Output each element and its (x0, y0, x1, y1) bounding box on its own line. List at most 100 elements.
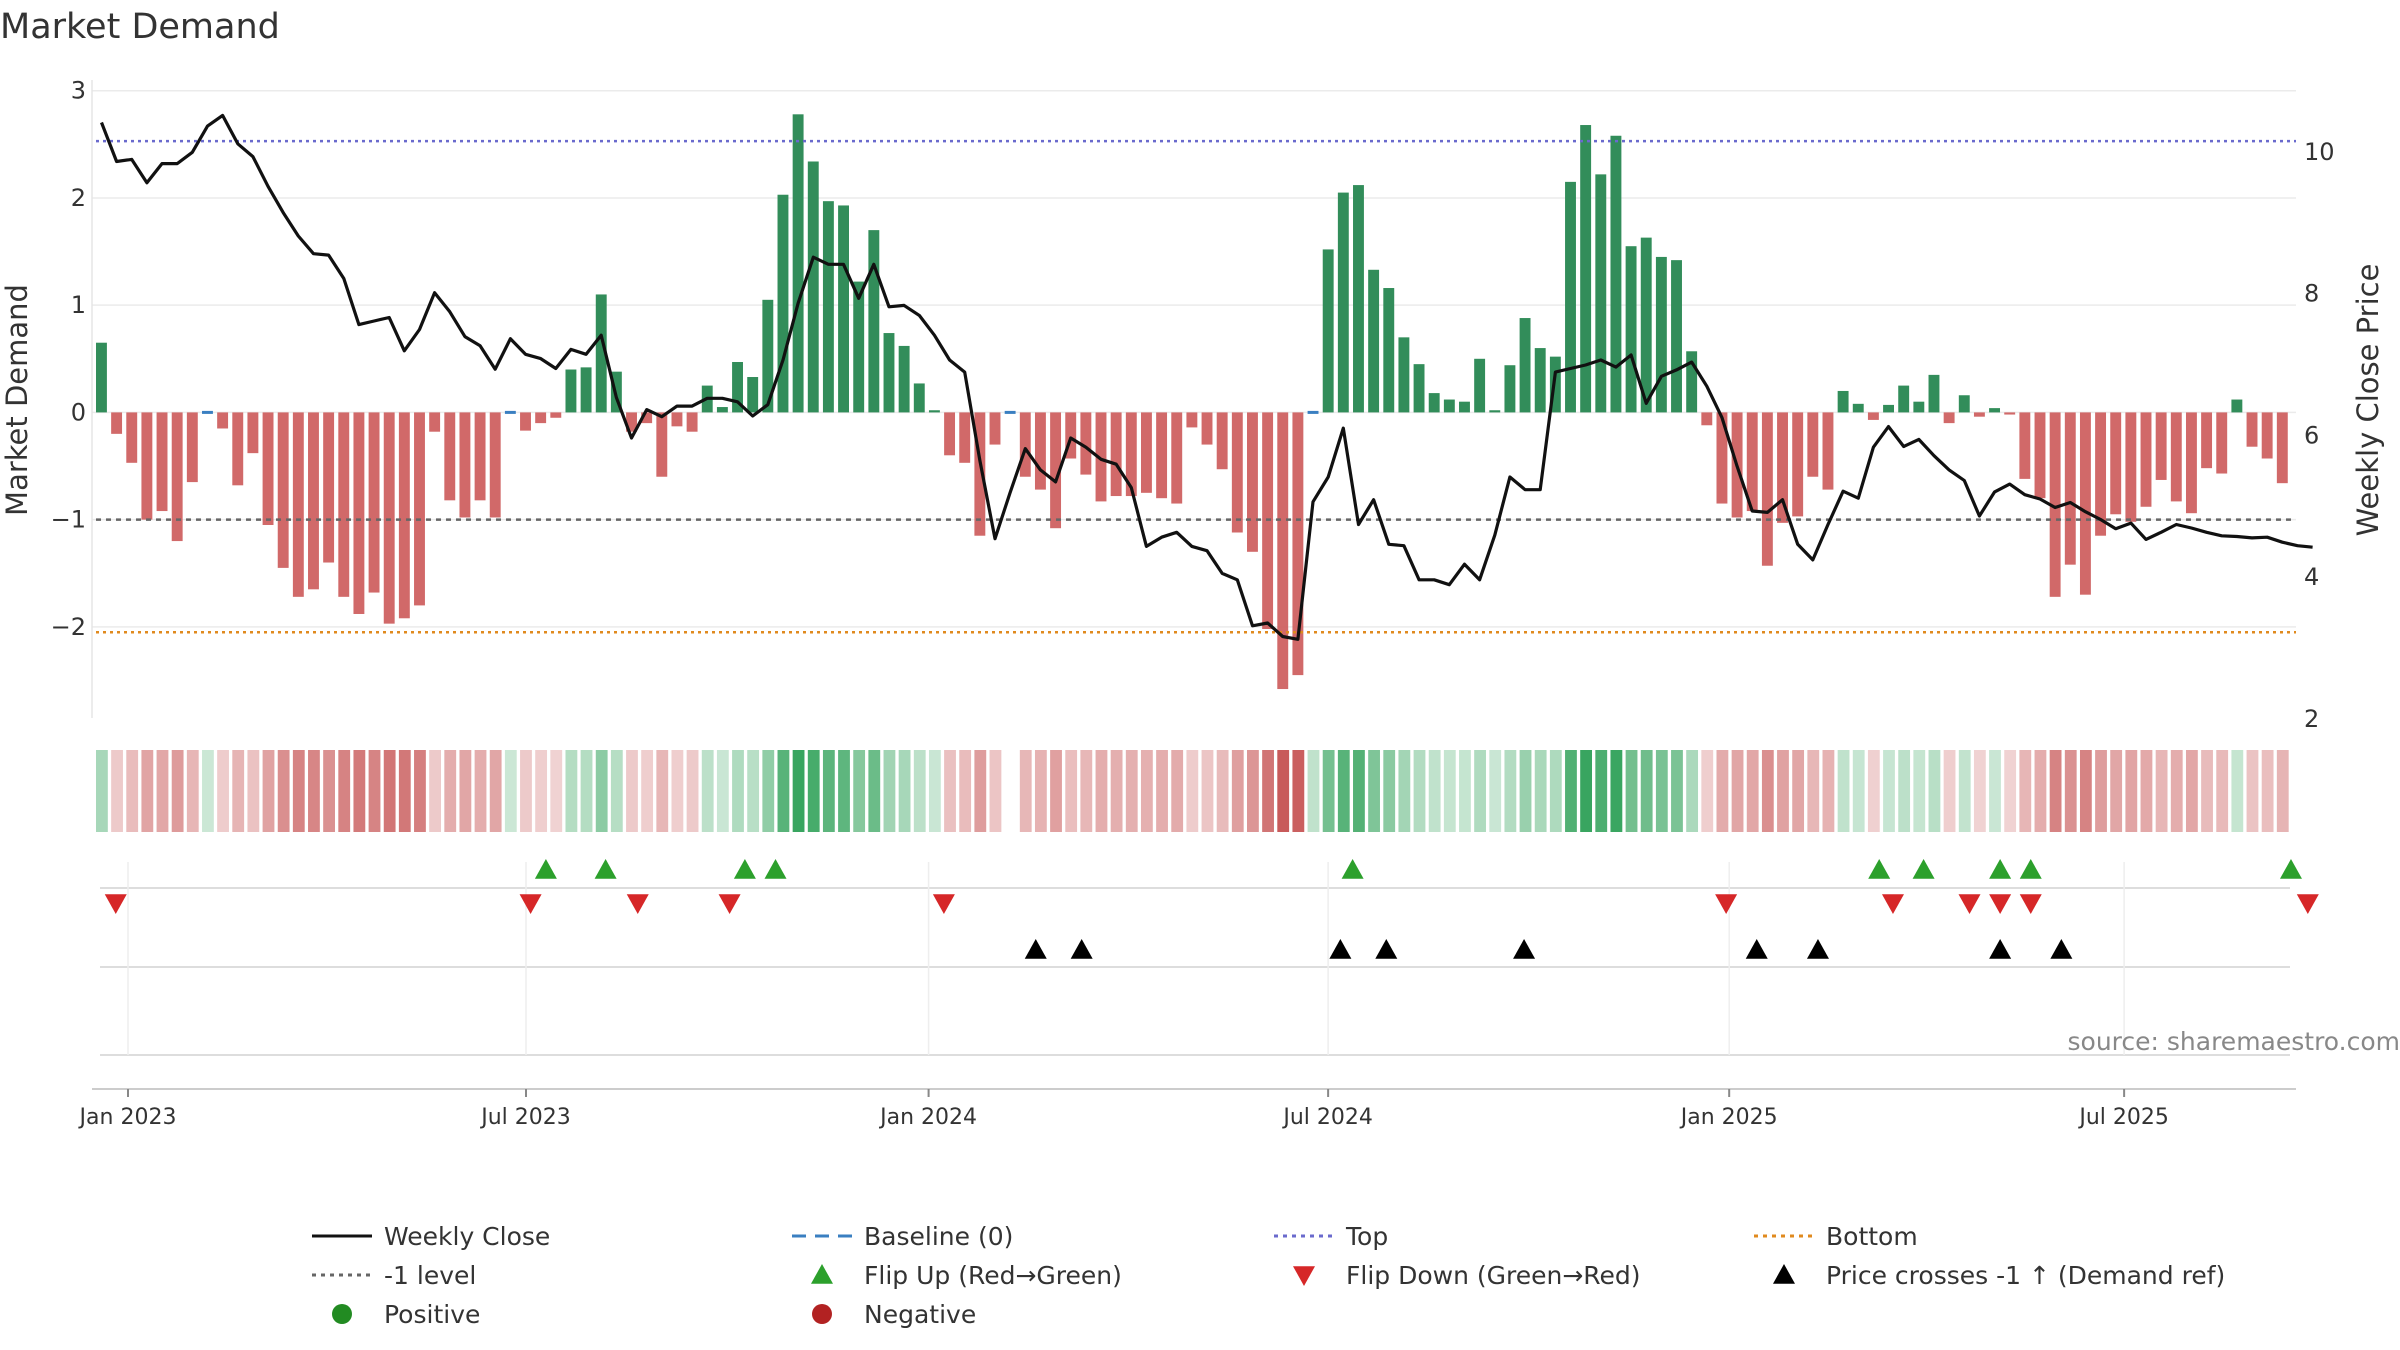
demand-bar (1655, 256, 1667, 413)
demand-bar (1353, 185, 1364, 413)
strip-cell (474, 750, 487, 832)
strip-cell (944, 750, 956, 832)
strip-cell (1580, 750, 1593, 832)
legend-label: Bottom (1826, 1222, 1918, 1251)
flip-down-marker (104, 894, 127, 914)
demand-bar (1504, 365, 1516, 413)
strip-cell (2110, 750, 2123, 832)
demand-bar (1201, 412, 1213, 445)
strip-cell (1277, 750, 1290, 832)
strip-cell (1095, 750, 1108, 832)
strip-cell (626, 750, 638, 832)
demand-bar (1534, 348, 1546, 413)
demand-bar (1110, 412, 1122, 497)
demand-bar (626, 412, 637, 432)
strip-cell (1140, 750, 1153, 832)
flip-down-marker (1881, 894, 1904, 914)
strip-cell (777, 750, 790, 832)
demand-bar (1459, 401, 1470, 413)
demand-bar (1913, 401, 1925, 413)
demand-bar (1640, 237, 1652, 413)
strip-cell (323, 750, 335, 832)
demand-bar (1398, 337, 1410, 413)
y-tick-label-left: 0 (71, 398, 86, 426)
strip-cell (1534, 750, 1547, 832)
demand-bar (1443, 399, 1455, 413)
demand-bar (1761, 412, 1773, 566)
strip-cell (1247, 750, 1259, 832)
demand-bar (1852, 403, 1864, 413)
flip-up-marker (764, 859, 787, 879)
flip-up-marker (2279, 859, 2302, 879)
demand-bar (1080, 412, 1092, 475)
event-markers (100, 859, 2319, 1056)
strip-cell (1080, 750, 1093, 832)
demand-bar (1519, 318, 1531, 413)
demand-bar (1292, 412, 1304, 676)
legend-label: Price crosses -1 ↑ (Demand ref) (1826, 1261, 2225, 1290)
x-tick-label: Jul 2025 (2077, 1105, 2169, 1130)
demand-bar (126, 412, 138, 463)
strip-cell (641, 750, 654, 832)
strip-cell (671, 750, 684, 832)
demand-bar (1095, 412, 1107, 502)
strip-cell (429, 750, 441, 832)
strip-cell (156, 750, 169, 832)
demand-bar (838, 205, 850, 413)
flip-down-marker (1715, 894, 1738, 914)
flip-down-marker (519, 894, 542, 914)
price-cross-marker (2050, 939, 2073, 959)
legend-label: -1 level (384, 1261, 476, 1290)
strip-cell (1383, 750, 1396, 832)
flip-up-marker (534, 859, 557, 879)
strip-cell (535, 750, 548, 832)
demand-bar (520, 412, 531, 431)
demand-bar (1156, 412, 1168, 499)
strip-cell (883, 750, 896, 832)
demand-bar (1413, 364, 1425, 413)
demand-bar (535, 412, 547, 424)
strip-cell (2140, 750, 2153, 832)
demand-bar (1746, 412, 1758, 512)
demand-bar (898, 345, 910, 413)
strip-cell (126, 750, 139, 832)
strip-cell (822, 750, 835, 832)
strip-cell (1262, 750, 1274, 832)
demand-bar (1792, 412, 1804, 517)
strip-cell (898, 750, 911, 832)
demand-bar (323, 412, 335, 563)
demand-bar (1928, 374, 1940, 413)
flip-up-marker (1989, 859, 2012, 879)
strip-cell (1822, 750, 1835, 832)
strip-cell (1549, 750, 1562, 832)
demand-bar (2246, 412, 2258, 447)
demand-bar (1216, 412, 1228, 470)
strip-cell (1489, 750, 1502, 832)
demand-bar (1565, 181, 1576, 413)
demand-bar (792, 114, 804, 413)
demand-bar (959, 412, 971, 463)
strip-cell (1837, 750, 1850, 832)
strip-cell (1761, 750, 1774, 832)
demand-bar (414, 412, 425, 606)
strip-cell (338, 750, 351, 832)
demand-bar (202, 410, 213, 414)
demand-bar (1307, 410, 1319, 414)
strip-cell (2185, 750, 2198, 832)
strip-cell (1110, 750, 1123, 832)
demand-bar (580, 367, 592, 413)
flip-down-marker (718, 894, 741, 914)
demand-bar (1958, 395, 1970, 413)
strip-cell (1065, 750, 1078, 832)
strip-cell (868, 750, 881, 832)
demand-bar (671, 412, 683, 427)
demand-bar (2276, 412, 2288, 484)
x-tick-label: Jan 2024 (878, 1105, 977, 1130)
x-tick-label: Jan 2025 (1679, 1105, 1778, 1130)
demand-bar (217, 412, 229, 429)
price-cross-marker (1070, 939, 1093, 959)
demand-bar (1489, 410, 1501, 413)
strip-cell (398, 750, 411, 832)
strip-cell (1867, 750, 1880, 832)
